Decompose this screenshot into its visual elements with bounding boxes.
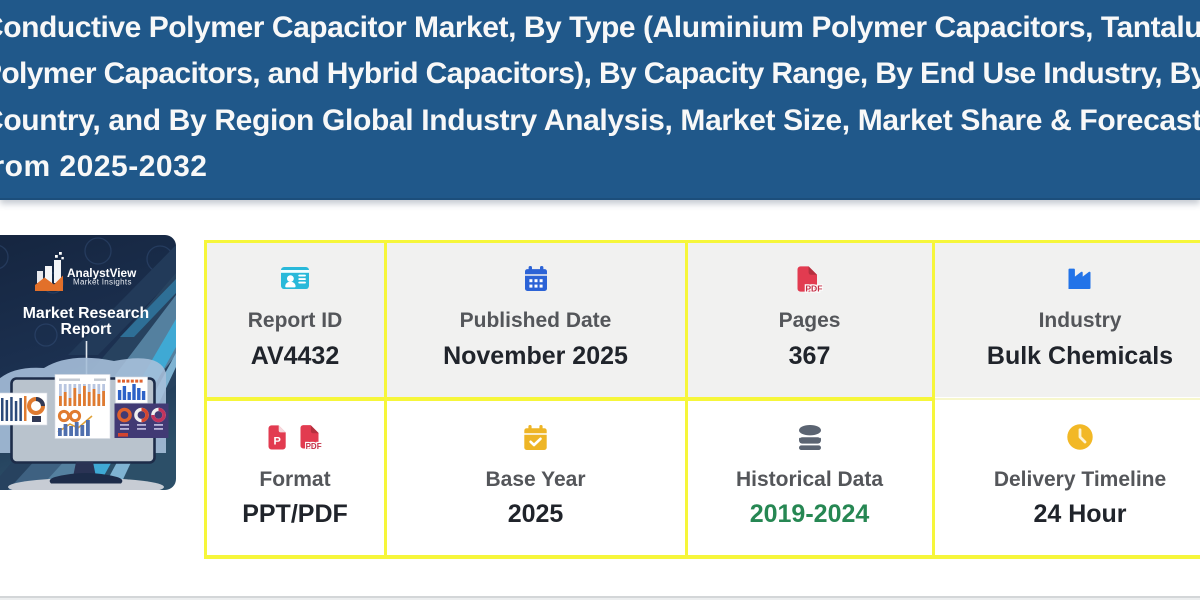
svg-text:Market Research: Market Research [23,305,149,322]
svg-text:P: P [274,436,281,448]
svg-text:PDF: PDF [805,283,822,293]
svg-text:Report: Report [61,321,113,338]
svg-text:Market Insights: Market Insights [73,277,132,286]
svg-text:PDF: PDF [306,442,322,450]
svg-text:AnalystView: AnalystView [67,266,137,280]
